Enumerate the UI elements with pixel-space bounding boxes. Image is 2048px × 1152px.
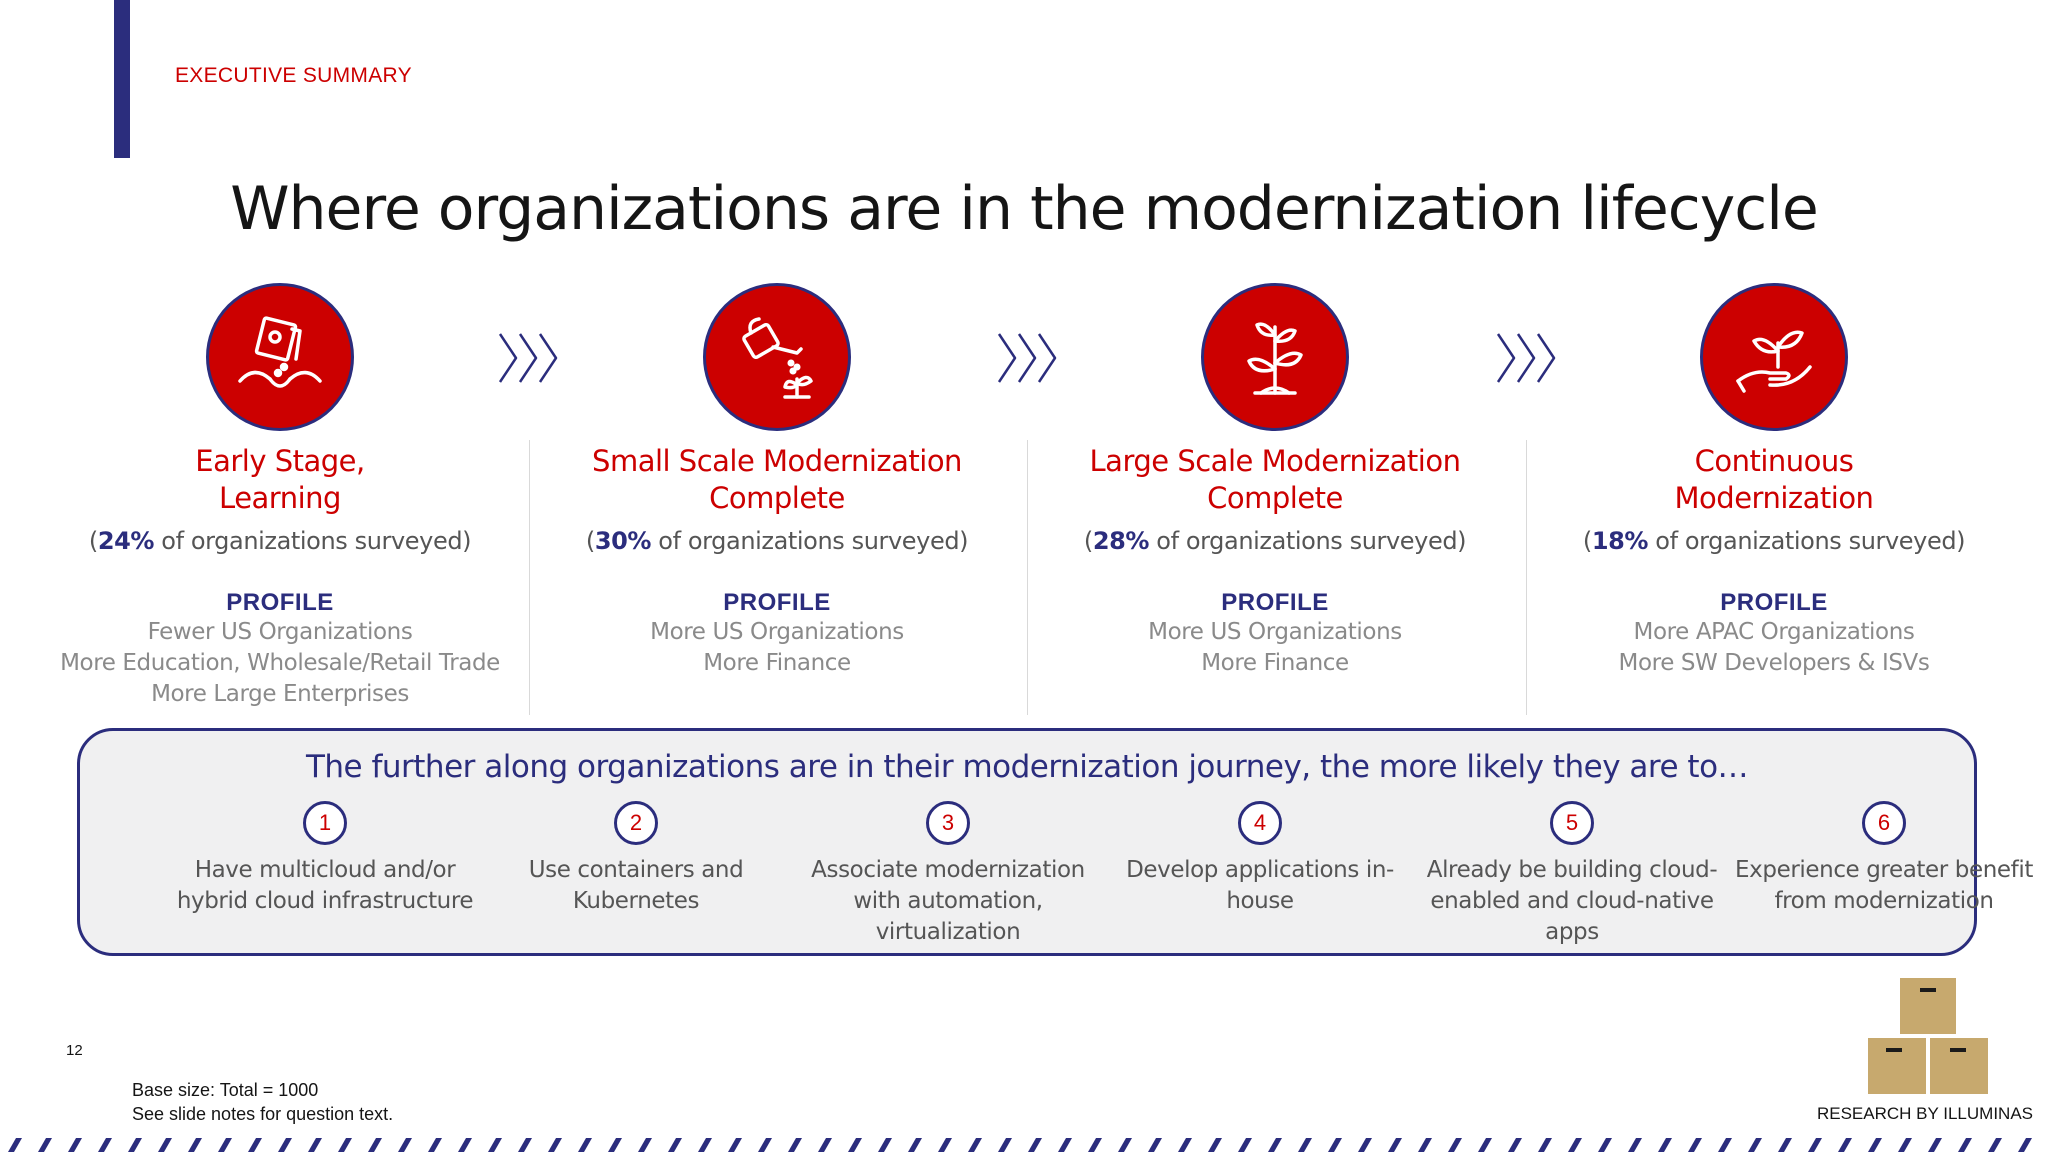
research-credit: RESEARCH BY ILLUMINAS	[1816, 1104, 2033, 1123]
stage-name: Early Stage, Learning	[195, 444, 365, 515]
page-title: Where organizations are in the moderniza…	[230, 174, 1819, 244]
hand-holding-plant-icon	[1700, 283, 1848, 431]
stacked-boxes-logo-icon	[1868, 978, 1988, 1094]
stage-share: (28% of organizations surveyed)	[1083, 527, 1467, 555]
journey-number-badge: 3	[926, 801, 970, 845]
stage-continuous: Continuous Modernization (18% of organiz…	[1524, 283, 2024, 679]
journey-number-badge: 2	[614, 801, 658, 845]
accent-bar	[114, 0, 130, 158]
journey-item: 5 Already be building cloud-enabled and …	[1422, 801, 1722, 948]
stage-share-percent: 28%	[1092, 527, 1150, 555]
journey-item: 3 Associate modernization with automatio…	[798, 801, 1098, 948]
stage-share-percent: 18%	[1591, 527, 1649, 555]
column-divider	[1027, 440, 1028, 715]
journey-number-badge: 1	[303, 801, 347, 845]
column-divider	[529, 440, 530, 715]
journey-number-badge: 4	[1238, 801, 1282, 845]
stage-share: (18% of organizations surveyed)	[1582, 527, 1966, 555]
stage-share-percent: 30%	[594, 527, 652, 555]
stage-share: (24% of organizations surveyed)	[88, 527, 472, 555]
stage-large-scale: Large Scale Modernization Complete (28% …	[1025, 283, 1525, 679]
profile-line: More Education, Wholesale/Retail Trade	[60, 650, 500, 676]
stage-name: Large Scale Modernization Complete	[1089, 444, 1461, 515]
base-size-note: Base size: Total = 1000	[132, 1080, 319, 1100]
stage-name: Continuous Modernization	[1674, 444, 1874, 515]
journey-item: 4 Develop applications in-house	[1110, 801, 1410, 917]
profile-heading: PROFILE	[723, 589, 831, 616]
journey-item: 2 Use containers and Kubernetes	[486, 801, 786, 917]
growing-plant-icon	[1201, 283, 1349, 431]
profile-line: More US Organizations	[650, 619, 904, 645]
footnote: Base size: Total = 1000 See slide notes …	[132, 1078, 393, 1126]
chevron-right-icon	[1496, 333, 1556, 383]
profile-line: Fewer US Organizations	[147, 619, 413, 645]
journey-panel: The further along organizations are in t…	[77, 728, 2033, 956]
section-label: EXECUTIVE SUMMARY	[175, 64, 412, 87]
journey-item-text: Already be building cloud-enabled and cl…	[1426, 857, 1718, 945]
chevron-right-icon	[997, 333, 1057, 383]
profile-heading: PROFILE	[1221, 589, 1329, 616]
profile-line: More SW Developers & ISVs	[1618, 650, 1930, 676]
seed-packet-soil-icon	[206, 283, 354, 431]
profile-line: More US Organizations	[1148, 619, 1402, 645]
journey-item: 1 Have multicloud and/or hybrid cloud in…	[175, 801, 475, 917]
column-divider	[1526, 440, 1527, 715]
profile-line: More Large Enterprises	[151, 681, 409, 707]
slide-notes-note: See slide notes for question text.	[132, 1104, 394, 1124]
profile-heading: PROFILE	[226, 589, 334, 616]
chevron-right-icon	[498, 333, 558, 383]
journey-item-text: Have multicloud and/or hybrid cloud infr…	[176, 857, 474, 914]
page-number: 12	[66, 1042, 83, 1059]
profile-line: More Finance	[703, 650, 851, 676]
stage-share-percent: 24%	[97, 527, 155, 555]
profile-heading: PROFILE	[1720, 589, 1828, 616]
profile-line: More Finance	[1201, 650, 1349, 676]
stage-small-scale: Small Scale Modernization Complete (30% …	[527, 283, 1027, 679]
journey-heading: The further along organizations are in t…	[305, 749, 1749, 785]
journey-number-badge: 5	[1550, 801, 1594, 845]
hatched-border	[0, 1138, 2048, 1152]
journey-item-text: Use containers and Kubernetes	[528, 857, 744, 914]
watering-can-sprout-icon	[703, 283, 851, 431]
journey-item: 6 Experience greater benefit from modern…	[1734, 801, 2034, 917]
journey-item-text: Experience greater benefit from moderniz…	[1735, 857, 2033, 914]
stage-early: Early Stage, Learning (24% of organizati…	[30, 283, 530, 710]
journey-number-badge: 6	[1862, 801, 1906, 845]
stage-share: (30% of organizations surveyed)	[585, 527, 969, 555]
profile-line: More APAC Organizations	[1633, 619, 1915, 645]
stage-name: Small Scale Modernization Complete	[592, 444, 962, 515]
journey-item-text: Associate modernization with automation,…	[811, 857, 1085, 945]
journey-item-text: Develop applications in-house	[1126, 857, 1394, 914]
